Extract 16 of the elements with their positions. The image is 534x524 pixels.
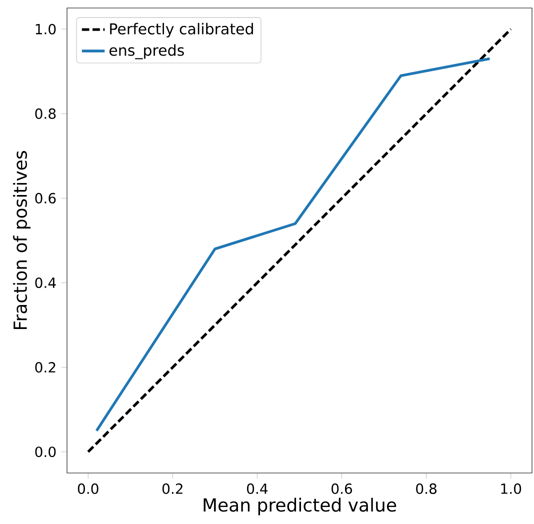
x-tick-label: 1.0	[501, 483, 522, 494]
y-tick-label: 1.0	[36, 24, 56, 34]
x-tick-label: 0.8	[416, 483, 436, 494]
y-tick-label: 0.2	[35, 362, 56, 373]
x-axis-title: Mean predicted value	[204, 498, 396, 516]
x-tick-label: 0.0	[78, 483, 98, 494]
legend-label: Perfectly calibrated	[110, 22, 253, 38]
x-tick-label: 0.2	[162, 483, 182, 494]
y-tick-label: 0.0	[35, 446, 56, 458]
y-axis-title: Fraction of positives	[13, 151, 31, 330]
legend-label: ens_preds	[110, 44, 184, 60]
y-tick-label: 0.8	[35, 108, 56, 119]
y-tick-label: 0.6	[35, 192, 56, 204]
x-tick-label: 0.4	[247, 483, 268, 494]
x-tick-label: 0.6	[332, 483, 352, 494]
y-tick-label: 0.4	[35, 277, 56, 288]
